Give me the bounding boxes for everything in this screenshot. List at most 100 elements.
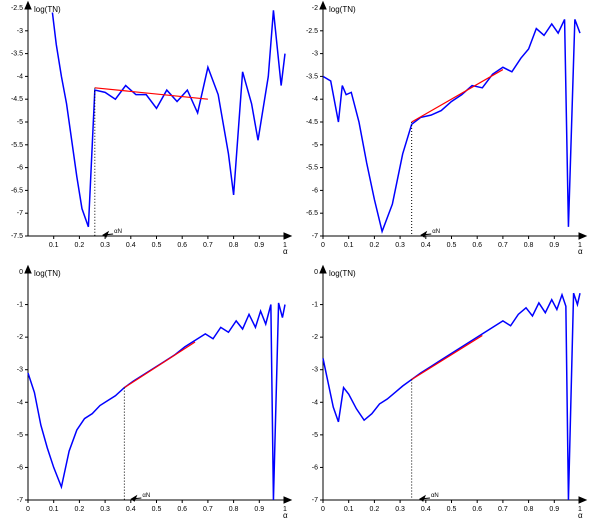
y-label: log(TN) xyxy=(34,269,61,278)
x-tick-label: 0.7 xyxy=(498,242,508,249)
y-tick-label: -5 xyxy=(312,431,318,438)
y-tick-label: -4 xyxy=(17,73,23,80)
y-tick-label: 0 xyxy=(19,269,23,276)
y-tick-label: -7 xyxy=(17,210,23,217)
annotation-label: αN xyxy=(142,493,150,499)
x-tick-label: 0.2 xyxy=(370,242,380,249)
y-tick-label: -3.5 xyxy=(306,73,318,80)
y-tick-label: -7 xyxy=(312,497,318,504)
y-tick-label: -6.5 xyxy=(11,187,23,194)
x-tick-label: 0.4 xyxy=(126,242,136,249)
y-tick-label: -7 xyxy=(312,233,318,240)
y-tick-label: -5 xyxy=(312,142,318,149)
y-tick-label: -5.5 xyxy=(306,165,318,172)
x-tick-label: 0.7 xyxy=(203,242,213,249)
x-tick-label: 0.8 xyxy=(229,506,239,513)
annotation-label: αN xyxy=(432,229,440,235)
fit-line xyxy=(124,342,195,388)
y-tick-label: -5 xyxy=(17,431,23,438)
y-tick-label: -6.5 xyxy=(306,210,318,217)
x-tick-label: 0.4 xyxy=(126,506,136,513)
x-tick-label: 0.6 xyxy=(177,506,187,513)
y-tick-label: -2 xyxy=(312,334,318,341)
y-tick-label: -6 xyxy=(312,187,318,194)
x-tick-label: 0.1 xyxy=(344,506,354,513)
x-tick-label: 0.8 xyxy=(229,242,239,249)
x-label: α xyxy=(283,511,288,520)
y-tick-label: -5.5 xyxy=(11,142,23,149)
y-tick-label: -6 xyxy=(17,165,23,172)
x-tick-label: 0.8 xyxy=(524,242,534,249)
x-tick-label: 0.3 xyxy=(100,506,110,513)
y-label: log(TN) xyxy=(329,269,356,278)
x-tick-label: 0.9 xyxy=(254,242,264,249)
x-tick-label: 0.3 xyxy=(100,242,110,249)
x-tick-label: 0.2 xyxy=(370,506,380,513)
panel-top-right: -2 -2.5 -3 -3.5 -4 -4.5 -5 -5.5 -6 -6.5 -70 0.1 0.2 0… xyxy=(295,0,590,264)
x-tick-label: 0 xyxy=(321,506,325,513)
y-tick-label: -2 xyxy=(312,5,318,12)
x-tick-label: 0.6 xyxy=(472,506,482,513)
x-tick-label: 0.5 xyxy=(152,506,162,513)
y-tick-label: -2 xyxy=(17,334,23,341)
y-tick-label: -4 xyxy=(17,399,23,406)
y-tick-label: -2.5 xyxy=(306,28,318,35)
y-label: log(TN) xyxy=(34,5,61,14)
x-tick-label: 0.7 xyxy=(498,506,508,513)
data-series xyxy=(323,19,580,231)
x-tick-label: 0.5 xyxy=(152,242,162,249)
x-tick-label: 0.3 xyxy=(395,242,405,249)
x-tick-label: 0.9 xyxy=(549,506,559,513)
annotation-label: αN xyxy=(431,493,439,499)
data-series xyxy=(28,302,285,499)
x-label: α xyxy=(578,511,583,520)
y-tick-label: -5 xyxy=(17,119,23,126)
y-tick-label: -3 xyxy=(17,366,23,373)
x-tick-label: 0.5 xyxy=(447,242,457,249)
x-label: α xyxy=(283,247,288,256)
fit-line xyxy=(412,335,483,379)
x-tick-label: 0 xyxy=(321,242,325,249)
y-tick-label: -3 xyxy=(312,51,318,58)
y-tick-label: -3 xyxy=(312,366,318,373)
x-tick-label: 0.2 xyxy=(75,506,85,513)
x-tick-label: 0.7 xyxy=(203,506,213,513)
y-tick-label: -4.5 xyxy=(306,119,318,126)
y-tick-label: 0 xyxy=(314,269,318,276)
y-tick-label: -6 xyxy=(312,464,318,471)
fit-line xyxy=(412,70,503,122)
x-tick-label: 0.1 xyxy=(49,506,59,513)
y-tick-label: -3 xyxy=(17,28,23,35)
panel-top-left: -2.5 -3 -3.5 -4 -4.5 -5 -5.5 -6 -6.5 -7 -7.5 0.1 0.2… xyxy=(0,0,295,264)
x-tick-label: 0.5 xyxy=(447,506,457,513)
x-label: α xyxy=(578,247,583,256)
chart-grid: -2.5 -3 -3.5 -4 -4.5 -5 -5.5 -6 -6.5 -7 -7.5 0.1 0.2… xyxy=(0,0,590,527)
panel-bottom-left: 0-1-2-3-4-5-6-700.10.20.30.40.50.60.70.8… xyxy=(0,264,295,527)
x-tick-label: 0.6 xyxy=(472,242,482,249)
x-tick-label: 0.2 xyxy=(75,242,85,249)
x-tick-label: 0 xyxy=(26,506,30,513)
y-tick-label: -4.5 xyxy=(11,96,23,103)
panel-bottom-right: 0-1-2-3-4-5-6-700.10.20.30.40.50.60.70.8… xyxy=(295,264,590,527)
data-series xyxy=(52,10,285,227)
data-series xyxy=(323,293,580,500)
y-tick-label: -1 xyxy=(17,301,23,308)
x-tick-label: 0.8 xyxy=(524,506,534,513)
x-tick-label: 0.9 xyxy=(254,506,264,513)
x-tick-label: 0.1 xyxy=(344,242,354,249)
y-tick-label: -6 xyxy=(17,464,23,471)
x-tick-label: 0.4 xyxy=(421,242,431,249)
x-tick-label: 0.4 xyxy=(421,506,431,513)
x-tick-label: 0.6 xyxy=(177,242,187,249)
y-tick-label: -4 xyxy=(312,96,318,103)
x-tick-label: 0.3 xyxy=(395,506,405,513)
y-tick-label: -2.5 xyxy=(11,5,23,12)
x-tick-label: 0.9 xyxy=(549,242,559,249)
y-tick-label: -1 xyxy=(312,301,318,308)
annotation-label: αN xyxy=(114,229,122,235)
y-tick-label: -7 xyxy=(17,497,23,504)
y-tick-label: -3.5 xyxy=(11,51,23,58)
y-tick-label: -4 xyxy=(312,399,318,406)
x-tick-label: 0.1 xyxy=(49,242,59,249)
y-tick-label: -7.5 xyxy=(11,233,23,240)
